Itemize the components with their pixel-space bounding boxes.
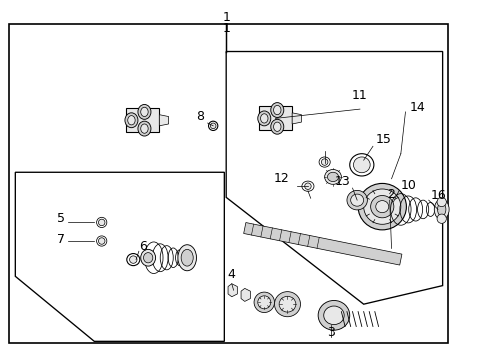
Ellipse shape [321,159,327,165]
Ellipse shape [257,296,270,309]
Ellipse shape [143,253,152,263]
Ellipse shape [304,183,310,189]
Ellipse shape [129,256,137,263]
Ellipse shape [181,249,193,266]
Text: 1: 1 [222,22,230,35]
Ellipse shape [270,119,283,134]
Text: 2: 2 [386,188,394,201]
Ellipse shape [210,123,216,129]
Ellipse shape [98,238,105,244]
Text: 1: 1 [222,11,230,24]
Text: 8: 8 [196,110,203,123]
Ellipse shape [138,121,151,136]
Ellipse shape [437,203,445,216]
Text: 7: 7 [57,233,64,246]
Ellipse shape [318,301,349,330]
Polygon shape [125,108,159,132]
Ellipse shape [257,111,270,126]
Ellipse shape [327,172,338,181]
Ellipse shape [323,306,344,325]
Ellipse shape [260,114,267,123]
Text: 4: 4 [227,268,235,281]
Text: 14: 14 [409,101,425,114]
Circle shape [436,197,446,207]
Ellipse shape [353,157,369,173]
Polygon shape [243,222,401,265]
Ellipse shape [375,201,388,213]
Text: 12: 12 [273,172,289,185]
Text: 11: 11 [351,89,367,102]
Ellipse shape [138,104,151,119]
Ellipse shape [346,190,366,210]
Text: 16: 16 [429,189,446,202]
Ellipse shape [141,124,148,133]
Ellipse shape [273,105,281,115]
Ellipse shape [141,249,155,266]
Ellipse shape [357,183,406,230]
Ellipse shape [273,122,281,131]
Polygon shape [258,106,291,130]
Ellipse shape [270,103,283,117]
Ellipse shape [254,292,274,312]
Polygon shape [227,284,237,297]
Polygon shape [291,113,301,124]
Polygon shape [159,115,168,126]
Text: 5: 5 [57,212,64,225]
Ellipse shape [274,292,300,317]
Ellipse shape [124,113,138,128]
Ellipse shape [350,194,363,206]
Ellipse shape [324,170,341,184]
Text: 15: 15 [375,133,391,146]
Ellipse shape [141,107,148,117]
Ellipse shape [127,116,135,125]
Ellipse shape [98,219,105,226]
Text: 10: 10 [400,179,416,192]
Ellipse shape [178,245,196,271]
Ellipse shape [370,195,393,218]
Ellipse shape [433,199,448,220]
Text: 6: 6 [139,240,146,253]
Text: 9: 9 [486,131,488,144]
Circle shape [436,214,446,223]
Text: 3: 3 [326,327,334,339]
Ellipse shape [279,296,295,312]
Text: 13: 13 [334,175,350,188]
Ellipse shape [363,189,400,224]
Polygon shape [241,288,250,301]
